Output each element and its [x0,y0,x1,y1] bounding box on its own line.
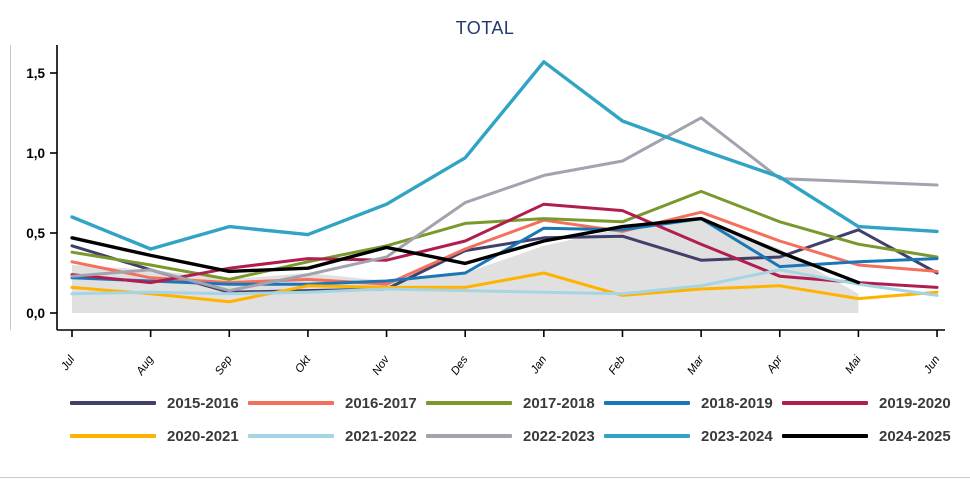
series-line-2024-2025 [70,216,861,285]
legend-item-2019-2020: 2019-2020 [782,392,956,414]
legend-item-2017-2018: 2017-2018 [426,392,600,414]
legend-swatch-2016-2017 [248,401,334,405]
legend-item-2023-2024: 2023-2024 [604,425,778,447]
month-label: Feb [607,353,629,377]
legend-label: 2020-2021 [167,427,239,445]
series-line-2023-2024 [70,60,939,251]
legend-label: 2023-2024 [701,427,773,445]
y-tick-label: 1,0 [26,146,45,161]
month-label: Jul [59,353,78,373]
chart-title: TOTAL [455,18,515,38]
legend-item-2018-2019: 2018-2019 [604,392,778,414]
chart-legend: 2015-2016 2016-2017 2017-2018 2018-2019 2019… [70,392,956,447]
y-tick-label: 0,0 [26,306,45,321]
month-label: Nov [370,353,392,378]
legend-item-2016-2017: 2016-2017 [248,392,422,414]
legend-item-2024-2025: 2024-2025 [782,425,956,447]
legend-label: 2018-2019 [701,394,773,412]
legend-label: 2016-2017 [345,394,417,412]
y-tick-label: 0,5 [26,226,45,241]
legend-swatch-2015-2016 [70,401,156,405]
legend-label: 2019-2020 [879,394,951,412]
legend-item-2015-2016: 2015-2016 [70,392,244,414]
legend-item-2020-2021: 2020-2021 [70,425,244,447]
line-chart-plot: 0,0 0,5 1,0 1,5 Jul Aug Sep Okt Nov Des Jan Feb Mar A… [26,45,945,378]
month-label: Mai [843,353,864,375]
series-line-2022-2023 [70,116,939,293]
month-label: Jan [528,354,549,377]
month-label: Sep [213,353,235,377]
legend-label: 2017-2018 [523,394,595,412]
month-label: Okt [293,353,314,375]
legend-swatch-2024-2025 [782,434,868,438]
month-label: Jun [921,354,942,377]
legend-swatch-2019-2020 [782,401,868,405]
y-tick-label: 1,5 [26,66,45,81]
legend-swatch-2023-2024 [604,434,690,438]
month-label: Aug [134,353,156,378]
legend-label: 2022-2023 [523,427,595,445]
legend-swatch-2020-2021 [70,434,156,438]
legend-item-2022-2023: 2022-2023 [426,425,600,447]
series-line-2019-2020 [70,202,939,289]
panel-bottom-border [0,477,970,478]
month-label: Mar [685,353,707,377]
month-label: Apr [765,353,786,376]
legend-label: 2024-2025 [879,427,951,445]
legend-swatch-2021-2022 [248,434,334,438]
series-line-2021-2022 [70,268,939,297]
panel-left-border [10,45,11,330]
month-label: Des [449,354,471,378]
legend-label: 2015-2016 [167,394,239,412]
legend-swatch-2022-2023 [426,434,512,438]
legend-swatch-2018-2019 [604,401,690,405]
series-line-2016-2017 [70,210,939,286]
legend-label: 2021-2022 [345,427,417,445]
series-line-2020-2021 [70,271,939,304]
legend-item-2021-2022: 2021-2022 [248,425,422,447]
legend-swatch-2017-2018 [426,401,512,405]
